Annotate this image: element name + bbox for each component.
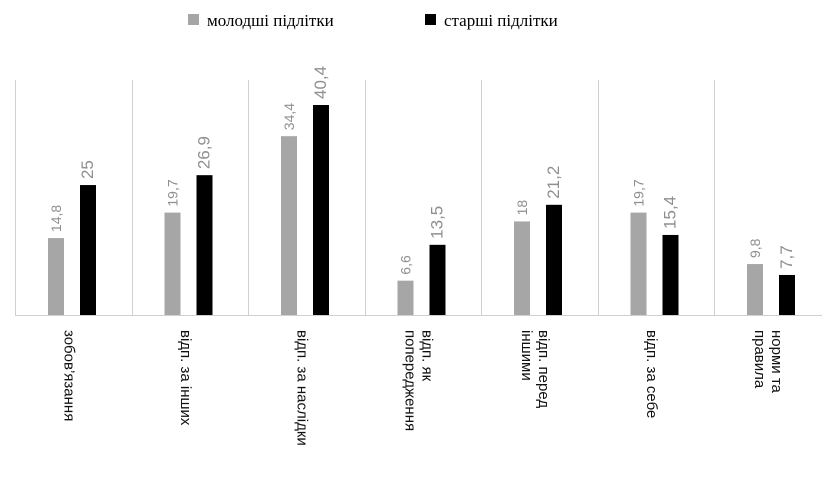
bar [164,212,181,315]
bar [80,185,96,315]
legend-label-younger: молодші підлітки [207,11,334,30]
data-label: 15,4 [661,196,680,229]
bar [662,234,679,315]
data-label: 26,9 [195,136,214,169]
legend-swatch-younger [188,14,199,25]
bar [747,264,763,315]
bar [196,175,213,315]
data-label: 6,6 [398,255,414,275]
bar [546,204,562,315]
bar [397,280,414,315]
data-label: 13,5 [428,206,447,239]
legend-label-older: старші підлітки [444,11,558,30]
data-label: 25 [78,160,97,179]
data-label: 9,8 [747,238,763,258]
data-label: 18 [514,200,530,216]
bar [514,221,530,315]
data-label: 21,2 [544,166,563,199]
category-label: відп. за інших [177,330,194,426]
bar [429,244,446,315]
bar [281,136,297,315]
category-label: норми таправила [751,330,785,394]
data-label: 34,4 [281,103,297,130]
category-label: відп. якпопередження [401,330,435,431]
bar [48,238,64,315]
category-label: відп. за наслідки [293,330,310,446]
category-label: відп. за себе [643,330,660,418]
bar [313,105,329,315]
data-label: 7,7 [777,245,796,269]
plot-area: 14,8 25 зобов’язання 19,7 26,9 відп. за інших… [15,66,822,446]
data-label: 19,7 [165,179,181,206]
data-label: 14,8 [48,205,64,232]
data-label: 40,4 [311,66,330,99]
bar [630,212,647,315]
legend-swatch-older [425,14,436,25]
legend: молодші підлітки старші підлітки [188,11,558,30]
category-label: відп. передіншими [518,330,552,408]
category-label: зобов’язання [60,330,77,421]
data-label: 19,7 [631,179,647,206]
bar [779,274,795,315]
